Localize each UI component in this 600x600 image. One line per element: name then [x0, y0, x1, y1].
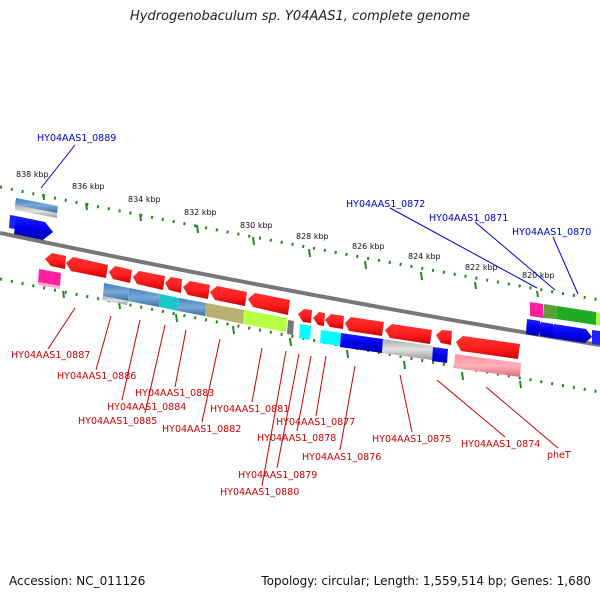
- gene-labels-bottom: HY04AAS1_0887 HY04AAS1_0886 HY04AAS1_088…: [11, 350, 571, 498]
- gene-label[interactable]: HY04AAS1_0881: [210, 404, 289, 415]
- gene-feature[interactable]: [210, 286, 247, 306]
- gene-feature[interactable]: [15, 205, 57, 218]
- gene-feature[interactable]: [38, 269, 61, 286]
- gene-feature[interactable]: [287, 320, 294, 335]
- gene-feature[interactable]: [596, 312, 600, 326]
- map-title: Hydrogenobaculum sp. Y04AAS1, complete g…: [129, 9, 471, 24]
- gene-label[interactable]: HY04AAS1_0883: [135, 388, 214, 399]
- gene-feature[interactable]: [15, 198, 58, 213]
- gene-label[interactable]: HY04AAS1_0880: [220, 487, 299, 498]
- gene-label[interactable]: HY04AAS1_0886: [57, 371, 136, 382]
- gene-feature[interactable]: [103, 283, 129, 301]
- gene-label[interactable]: HY04AAS1_0871: [429, 213, 508, 224]
- gene-feature[interactable]: [543, 304, 557, 319]
- scale-label: 822 kbp: [465, 263, 498, 272]
- scale-label: 830 kbp: [240, 221, 273, 230]
- gene-feature[interactable]: [298, 309, 312, 323]
- gene-feature[interactable]: [530, 302, 543, 318]
- gene-feature[interactable]: [325, 314, 344, 329]
- gene-feature[interactable]: [456, 336, 520, 359]
- gene-label[interactable]: HY04AAS1_0884: [107, 402, 186, 413]
- inner-dotted-scale: [0, 277, 600, 394]
- accession-info: Accession: NC_011126: [9, 574, 146, 588]
- gene-feature[interactable]: [432, 347, 448, 363]
- gene-label[interactable]: HY04AAS1_0882: [162, 424, 241, 435]
- gene-label[interactable]: HY04AAS1_0885: [78, 416, 157, 427]
- gene-feature[interactable]: [592, 330, 600, 345]
- gene-feature[interactable]: [340, 333, 383, 353]
- gene-feature[interactable]: [45, 253, 66, 269]
- label-connectors: [40, 144, 579, 487]
- genome-backbone: [0, 231, 600, 347]
- gene-feature[interactable]: [109, 266, 132, 283]
- gene-feature[interactable]: [436, 330, 452, 345]
- gene-feature[interactable]: [345, 317, 384, 336]
- scale-label: 824 kbp: [408, 252, 441, 261]
- gene-feature[interactable]: [178, 298, 206, 316]
- genome-summary: Topology: circular; Length: 1,559,514 bp…: [261, 574, 591, 588]
- gene-label[interactable]: HY04AAS1_0878: [257, 433, 336, 444]
- gene-label[interactable]: HY04AAS1_0870: [512, 227, 591, 238]
- gene-feature[interactable]: [9, 215, 16, 229]
- gene-feature[interactable]: [540, 322, 556, 338]
- scale-label: 836 kbp: [72, 182, 105, 191]
- outer-dotted-scale: [0, 185, 600, 302]
- gene-feature[interactable]: [38, 282, 60, 289]
- gene-feature[interactable]: [320, 330, 341, 346]
- gene-feature[interactable]: [165, 277, 182, 293]
- gene-feature[interactable]: [385, 324, 432, 344]
- gene-feature[interactable]: [133, 271, 165, 290]
- reverse-strand-features: [38, 253, 521, 377]
- gene-feature[interactable]: [159, 294, 179, 311]
- gene-feature[interactable]: [382, 339, 433, 360]
- scale-label: 828 kbp: [296, 232, 329, 241]
- gene-label[interactable]: HY04AAS1_0875: [372, 434, 451, 445]
- gene-feature[interactable]: [556, 306, 596, 325]
- gene-feature[interactable]: [248, 293, 290, 315]
- gene-label[interactable]: HY04AAS1_0879: [238, 470, 317, 481]
- gene-label[interactable]: HY04AAS1_0874: [461, 439, 540, 450]
- gene-feature[interactable]: [526, 319, 542, 336]
- gene-label[interactable]: HY04AAS1_0872: [346, 199, 425, 210]
- gene-feature[interactable]: [454, 354, 521, 377]
- gene-feature[interactable]: [128, 288, 160, 307]
- gene-label[interactable]: HY04AAS1_0887: [11, 350, 90, 361]
- gene-feature[interactable]: [552, 324, 592, 343]
- gene-feature[interactable]: [243, 310, 287, 332]
- gene-label[interactable]: HY04AAS1_0877: [276, 417, 355, 428]
- gene-feature[interactable]: [313, 312, 325, 326]
- gene-label[interactable]: HY04AAS1_0889: [37, 133, 116, 144]
- gene-feature[interactable]: [66, 257, 108, 278]
- scale-label: 834 kbp: [128, 195, 161, 204]
- scale-label: 832 kbp: [184, 208, 217, 217]
- gene-feature[interactable]: [102, 296, 128, 305]
- scale-label: 826 kbp: [352, 242, 385, 251]
- gene-label[interactable]: pheT: [547, 450, 571, 461]
- gene-feature[interactable]: [205, 303, 244, 324]
- gene-labels-top: HY04AAS1_0889 HY04AAS1_0872 HY04AAS1_087…: [37, 133, 591, 238]
- gene-label[interactable]: HY04AAS1_0876: [302, 452, 381, 463]
- forward-strand-features: [9, 198, 600, 345]
- gene-feature[interactable]: [299, 324, 311, 340]
- scale-label: 838 kbp: [16, 170, 49, 179]
- gene-feature[interactable]: [183, 281, 210, 299]
- gene-feature[interactable]: [14, 216, 53, 240]
